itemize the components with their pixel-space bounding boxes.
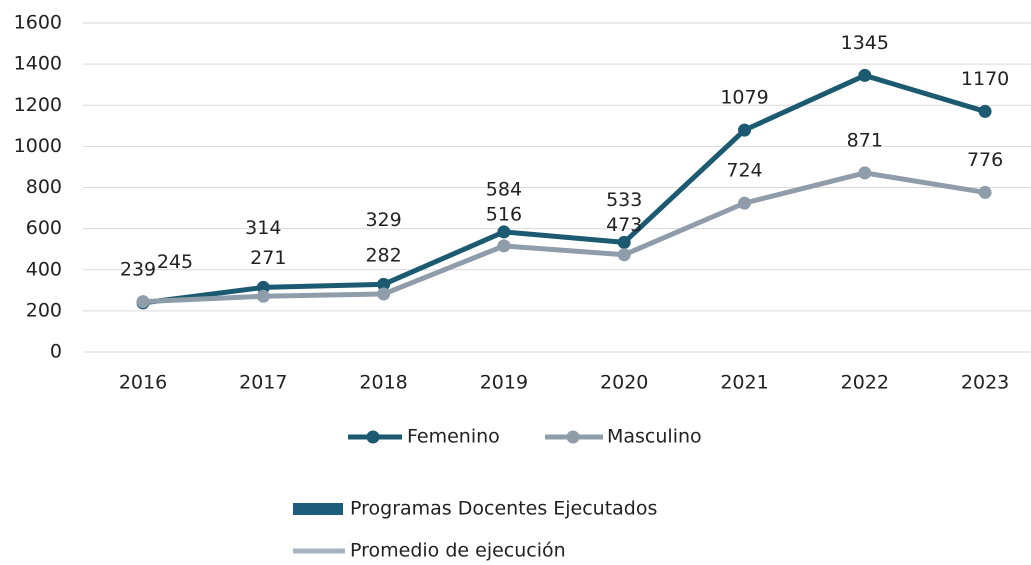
data-point (978, 185, 992, 199)
data-point (377, 287, 391, 301)
data-point (136, 295, 150, 309)
legend-swatch (293, 503, 343, 515)
y-tick-label: 1000 (14, 135, 62, 157)
data-label: 1079 (720, 87, 768, 109)
x-tick-label: 2017 (239, 372, 287, 394)
data-label: 871 (847, 129, 883, 151)
series-line (142, 170, 986, 305)
data-label: 1170 (961, 68, 1009, 90)
x-tick-label: 2023 (961, 372, 1009, 394)
legend-label: Programas Docentes Ejecutados (350, 498, 657, 520)
y-tick-label: 400 (26, 258, 62, 280)
data-point (858, 68, 872, 82)
legend-marker (366, 430, 380, 444)
y-tick-label: 600 (26, 217, 62, 239)
legend-label: Femenino (407, 426, 500, 448)
data-label: 245 (157, 251, 193, 273)
y-tick-label: 200 (26, 299, 62, 321)
legend-label: Promedio de ejecución (350, 540, 566, 562)
data-point (497, 239, 511, 253)
data-label: 271 (250, 247, 286, 269)
data-point (617, 235, 631, 249)
legend-label: Masculino (607, 426, 702, 448)
data-point (497, 225, 511, 239)
data-point (858, 166, 872, 180)
x-tick-label: 2019 (480, 372, 528, 394)
series-line (142, 72, 986, 306)
data-label: 473 (606, 214, 642, 236)
y-tick-label: 800 (26, 176, 62, 198)
x-tick-label: 2020 (600, 372, 648, 394)
y-tick-label: 1400 (14, 53, 62, 75)
y-tick-label: 1600 (14, 12, 62, 34)
data-point (738, 123, 751, 137)
y-tick-label: 0 (50, 341, 62, 363)
data-point (617, 248, 631, 262)
data-point (256, 289, 270, 303)
data-label: 239 (120, 258, 156, 280)
data-label: 516 (486, 203, 522, 225)
data-label: 724 (726, 160, 762, 182)
data-label: 329 (365, 209, 401, 231)
data-label: 314 (245, 217, 281, 239)
data-label: 1345 (841, 32, 889, 54)
data-label: 282 (365, 245, 401, 267)
data-point (377, 277, 391, 291)
x-tick-label: 2022 (841, 372, 889, 394)
data-point (738, 196, 751, 210)
x-tick-label: 2018 (359, 372, 407, 394)
data-point (978, 104, 992, 118)
x-tick-label: 2021 (720, 372, 768, 394)
y-tick-label: 1200 (14, 94, 62, 116)
data-label: 533 (606, 189, 642, 211)
legend-marker (566, 430, 580, 444)
data-label: 584 (486, 178, 522, 200)
data-label: 776 (967, 149, 1003, 171)
x-tick-label: 2016 (119, 372, 167, 394)
